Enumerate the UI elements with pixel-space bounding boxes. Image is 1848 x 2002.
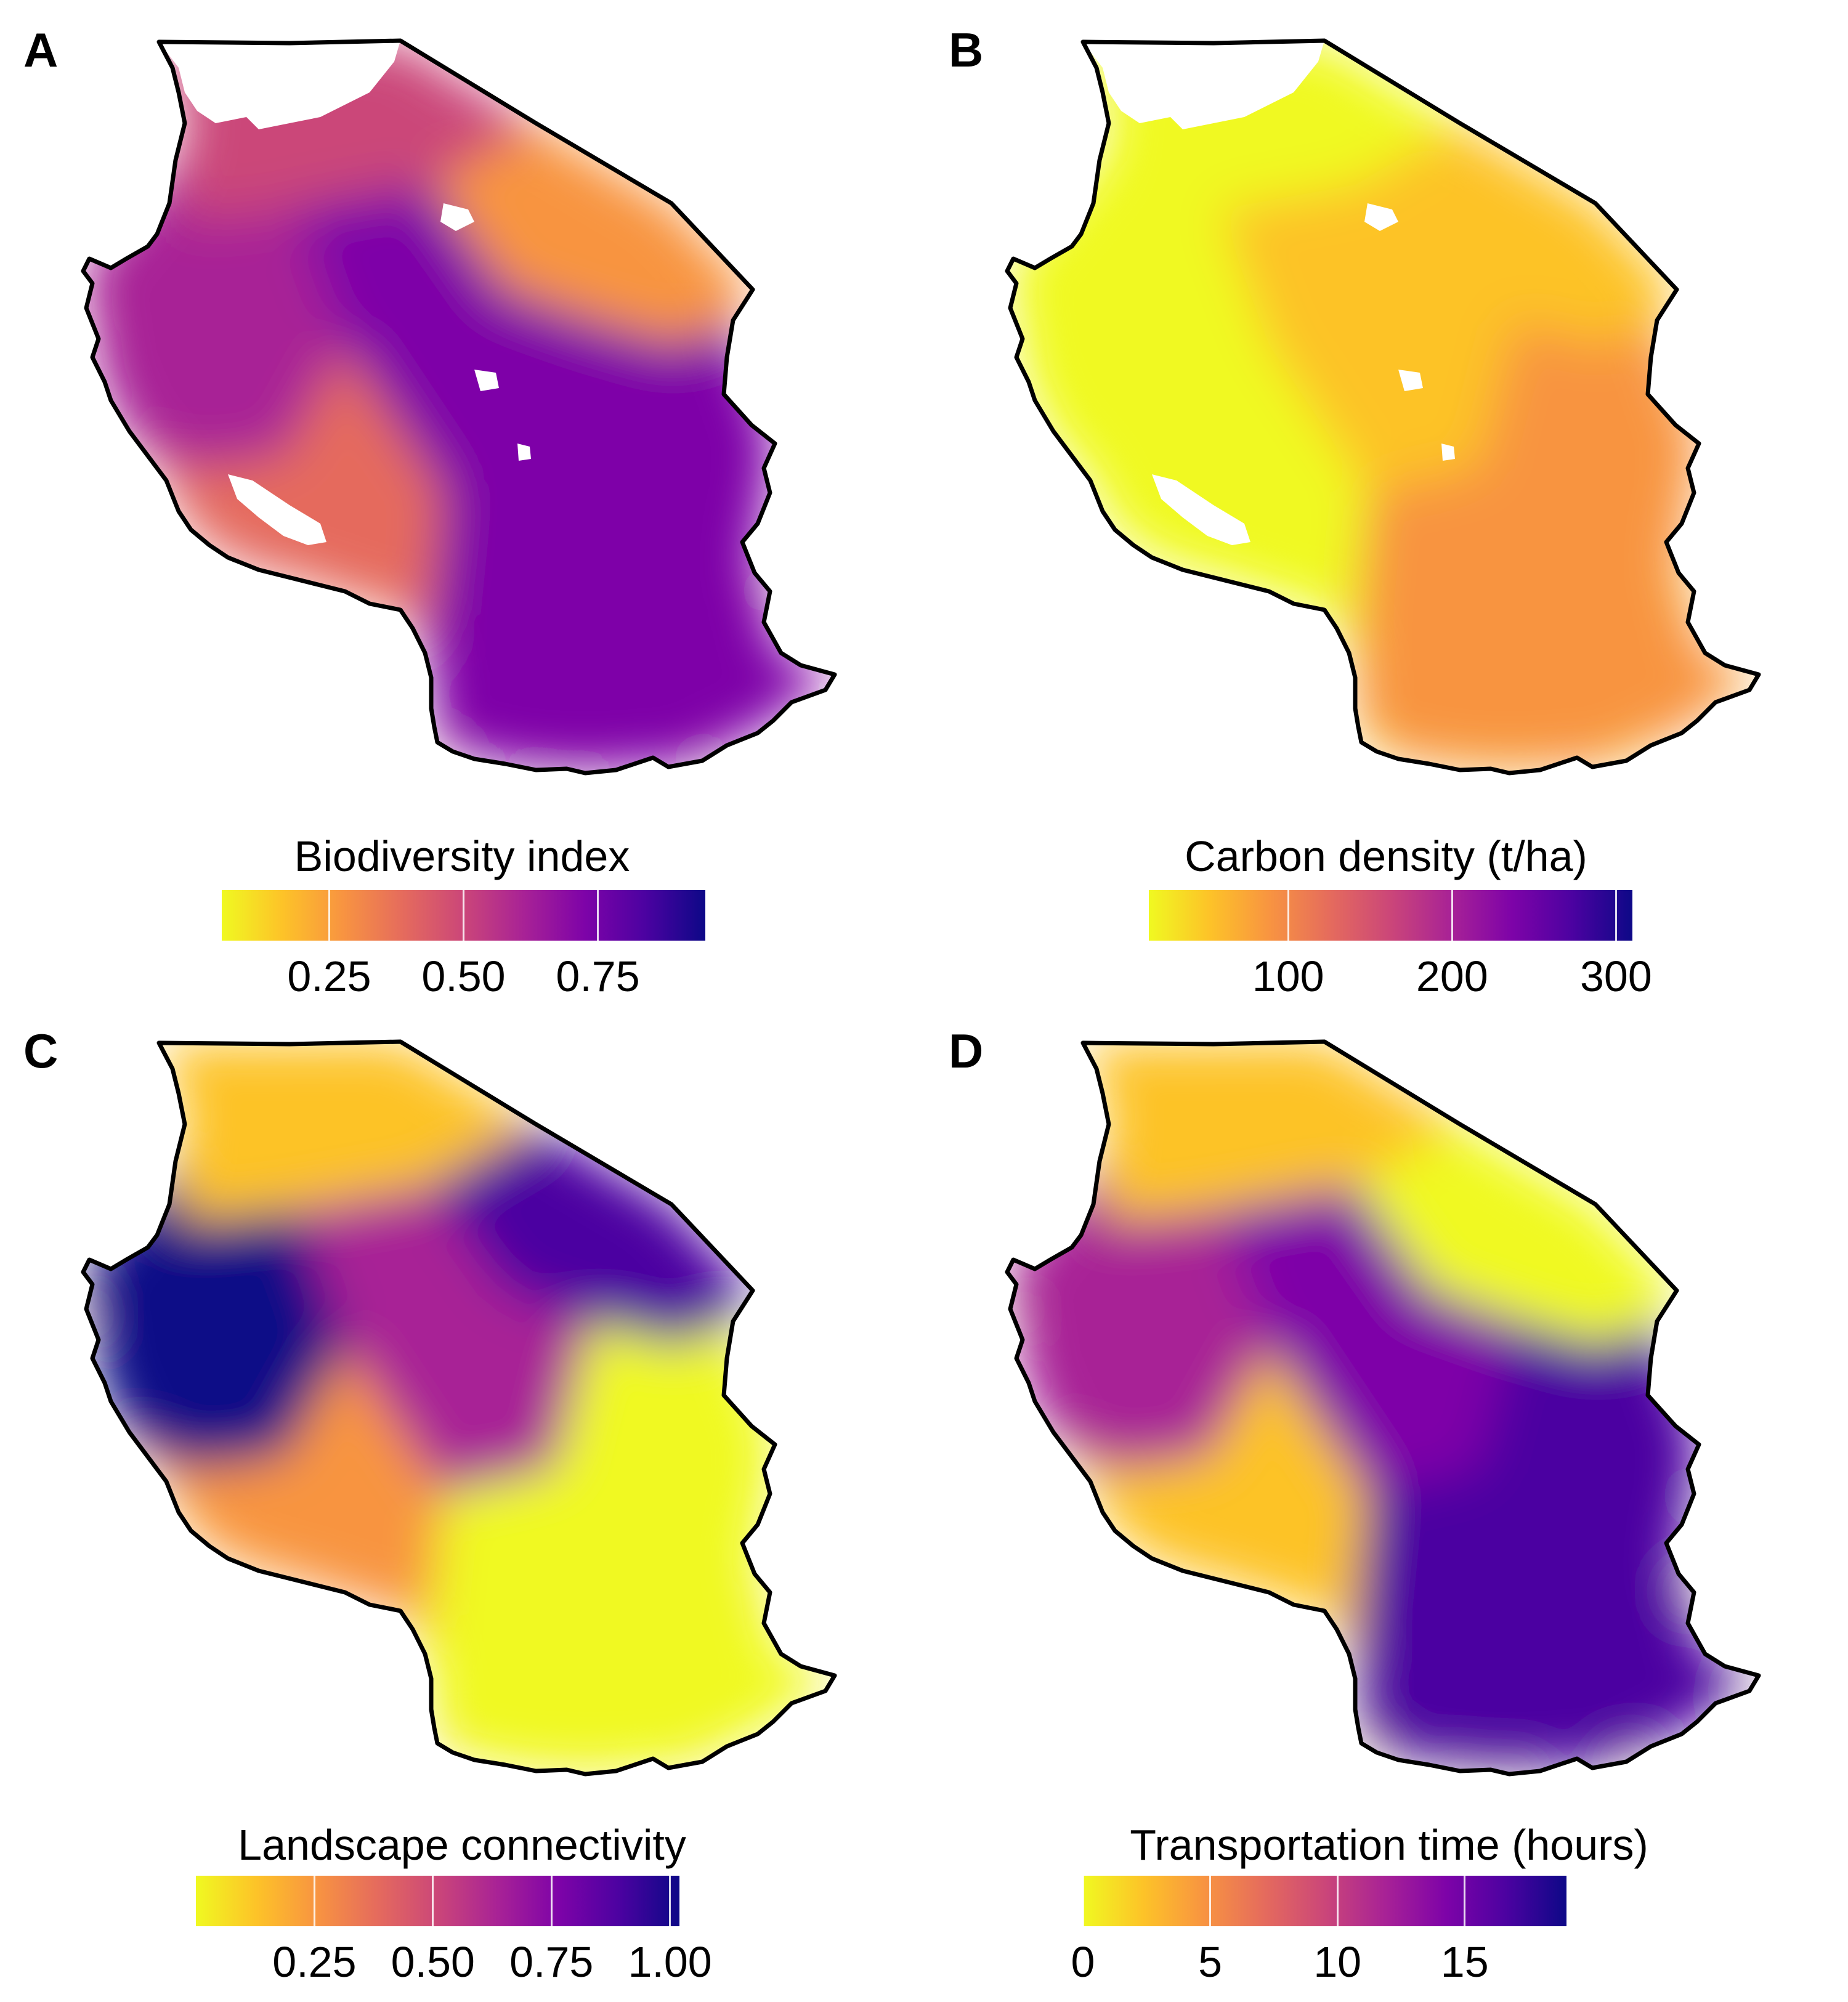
map-region bbox=[123, 1346, 444, 1617]
nodata-lake bbox=[517, 444, 531, 461]
map-region bbox=[1220, 1186, 1515, 1494]
colorbar-tick-label: 0.75 bbox=[556, 952, 640, 1000]
panel-letter: D bbox=[949, 1024, 984, 1078]
colorbar-tick-mark bbox=[463, 890, 464, 941]
panel-transportation-time: D Transportation time (hours) 0 5 10 15 bbox=[924, 1001, 1848, 2002]
colorbar-tick-label: 0.25 bbox=[272, 1938, 357, 1986]
colorbar-tick-mark bbox=[1082, 1876, 1084, 1926]
colorbar bbox=[196, 1876, 679, 1926]
nodata-lake bbox=[1083, 41, 1324, 129]
map-raster bbox=[1007, 41, 1759, 773]
map-region bbox=[1355, 1124, 1677, 1346]
map-region bbox=[1220, 185, 1515, 493]
map-raster bbox=[1007, 1042, 1759, 1774]
colorbar-tick-label: 0.50 bbox=[421, 952, 506, 1000]
map-region bbox=[431, 1124, 753, 1346]
map-region bbox=[1083, 1042, 1460, 1223]
legend-title: Biodiversity index bbox=[294, 832, 630, 880]
nodata-lake bbox=[474, 370, 499, 391]
nodata-lake bbox=[1364, 203, 1398, 231]
map-region bbox=[296, 185, 591, 493]
colorbar-tick-mark bbox=[550, 1876, 553, 1926]
nodata-lake bbox=[228, 474, 326, 545]
panel-letter: A bbox=[23, 23, 59, 77]
map-region bbox=[431, 1321, 835, 1770]
colorbar-tick-mark bbox=[1336, 1876, 1339, 1926]
country-outline bbox=[1005, 1039, 1761, 1777]
colorbar-tick-mark bbox=[1209, 1876, 1212, 1926]
colorbar-tick-label: 1.00 bbox=[628, 1938, 712, 1986]
colorbar-tick-mark bbox=[1287, 890, 1289, 941]
map-region bbox=[159, 1042, 536, 1223]
map-region bbox=[1047, 1346, 1368, 1617]
colorbar-tick-mark bbox=[1615, 890, 1617, 941]
map-region bbox=[431, 123, 753, 345]
country-outline bbox=[81, 1039, 837, 1777]
transportation-time-map bbox=[1005, 1039, 1761, 1777]
colorbar-tick-mark bbox=[669, 1876, 671, 1926]
country-outline bbox=[81, 38, 837, 776]
colorbar-tick-label: 10 bbox=[1313, 1938, 1362, 1986]
colorbar-tick-label: 200 bbox=[1416, 952, 1488, 1000]
colorbar-tick-label: 300 bbox=[1579, 952, 1652, 1000]
panel-letter: B bbox=[949, 23, 984, 77]
colorbar-tick-label: 5 bbox=[1198, 1938, 1223, 1986]
colorbar-tick-mark bbox=[1451, 890, 1453, 941]
map-region bbox=[1355, 1321, 1759, 1770]
nodata-lake bbox=[440, 203, 474, 231]
colorbar-tick-label: 15 bbox=[1440, 1938, 1489, 1986]
map-region bbox=[123, 345, 444, 616]
map-region bbox=[1355, 123, 1677, 345]
colorbar-tick-mark bbox=[1464, 1876, 1466, 1926]
colorbar-tick-mark bbox=[597, 890, 599, 941]
panel-biodiversity: A Biodiversity index 0.25 0.50 0.75 bbox=[0, 0, 924, 1001]
map-region bbox=[1355, 320, 1759, 769]
legend-title: Carbon density (t/ha) bbox=[1185, 832, 1587, 880]
map-region bbox=[1047, 345, 1368, 616]
biodiversity-map bbox=[81, 38, 837, 776]
colorbar-tick-mark bbox=[328, 890, 330, 941]
map-raster bbox=[83, 1042, 835, 1774]
panel-letter: C bbox=[23, 1024, 59, 1078]
legend-title: Transportation time (hours) bbox=[1130, 1821, 1648, 1869]
legend-title: Landscape connectivity bbox=[238, 1821, 686, 1869]
nodata-lake bbox=[1441, 444, 1455, 461]
map-region bbox=[431, 320, 835, 769]
colorbar-tick-mark bbox=[432, 1876, 434, 1926]
colorbar-tick-label: 0.50 bbox=[391, 1938, 475, 1986]
colorbar bbox=[1082, 1876, 1566, 1926]
country-outline bbox=[1005, 38, 1761, 776]
nodata-lake bbox=[1398, 370, 1423, 391]
map-raster bbox=[83, 41, 835, 773]
panel-landscape-connectivity: C Landscape connectivity 0.25 0.50 0.75 1.0… bbox=[0, 1001, 924, 2002]
nodata-lake bbox=[159, 41, 400, 129]
panel-carbon-density: B Carbon density (t/ha) 100 200 300 bbox=[924, 0, 1848, 1001]
nodata-lake bbox=[1152, 474, 1250, 545]
map-region bbox=[296, 1186, 591, 1494]
carbon-density-map bbox=[1005, 38, 1761, 776]
colorbar bbox=[1149, 890, 1632, 941]
colorbar-tick-label: 0 bbox=[1071, 1938, 1095, 1986]
colorbar-tick-label: 0.75 bbox=[509, 1938, 594, 1986]
colorbar-tick-mark bbox=[313, 1876, 315, 1926]
landscape-connectivity-map bbox=[81, 1039, 837, 1777]
colorbar-tick-label: 100 bbox=[1252, 952, 1324, 1000]
colorbar bbox=[222, 890, 705, 941]
colorbar-tick-label: 0.25 bbox=[287, 952, 371, 1000]
